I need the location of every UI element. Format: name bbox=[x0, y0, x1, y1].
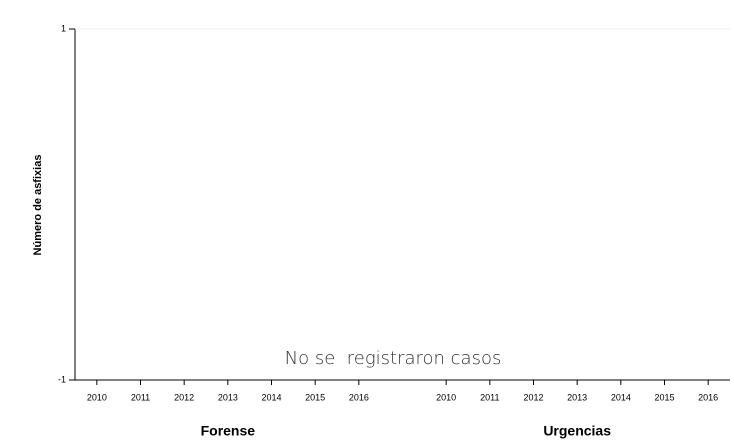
y-tick-label: 1 bbox=[61, 23, 66, 33]
x-tick-label: 2010 bbox=[436, 392, 456, 402]
x-tick-label: 2016 bbox=[349, 392, 369, 402]
x-tick-label: 2013 bbox=[218, 392, 238, 402]
panel-label: Urgencias bbox=[543, 423, 611, 439]
x-tick-label: 2012 bbox=[523, 392, 543, 402]
x-tick-label: 2016 bbox=[698, 392, 718, 402]
x-tick-label: 2012 bbox=[174, 392, 194, 402]
x-tick-label: 2015 bbox=[305, 392, 325, 402]
panel-label: Forense bbox=[201, 423, 256, 439]
x-tick-label: 2011 bbox=[131, 392, 150, 402]
x-tick-label: 2015 bbox=[654, 392, 674, 402]
annotation: No se registraron casos bbox=[285, 348, 502, 369]
x-tick-label: 2010 bbox=[87, 392, 107, 402]
y-axis-label: Número de asfixias bbox=[32, 155, 44, 256]
x-tick-label: 2014 bbox=[261, 392, 281, 402]
x-tick-label: 2014 bbox=[611, 392, 631, 402]
x-tick-label: 2013 bbox=[567, 392, 587, 402]
x-tick-label: 2011 bbox=[480, 392, 499, 402]
y-tick-label: -1 bbox=[58, 374, 66, 384]
